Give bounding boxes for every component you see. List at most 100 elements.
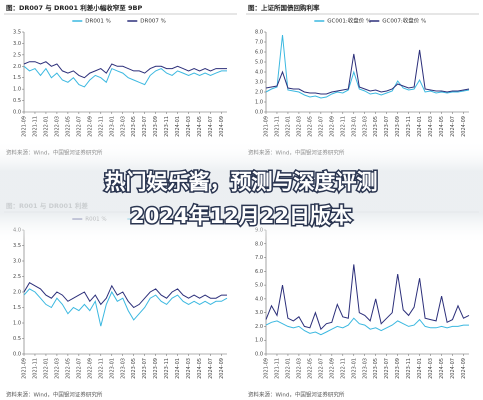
legend-label: GC007:收盘价 %	[382, 17, 426, 25]
chart-title: 图：DR007 与 DR001 利差小幅收窄至 9BP	[6, 3, 142, 12]
series-line	[23, 288, 228, 327]
x-tick-label: 2024-09	[219, 116, 225, 137]
x-tick-label: 2024-03	[186, 116, 192, 137]
x-tick-label: 2022-07	[76, 358, 82, 379]
y-tick-label: 8.0	[255, 30, 263, 36]
x-tick-label: 2021-11	[274, 116, 280, 137]
x-tick-label: 2022-05	[307, 358, 313, 379]
x-tick-label: 2022-09	[87, 116, 93, 137]
x-tick-label: 2024-09	[461, 116, 467, 137]
x-tick-label: 2021-09	[22, 116, 28, 137]
x-tick-label: 2022-05	[307, 116, 313, 137]
x-tick-label: 2023-01	[351, 116, 357, 137]
series-line	[23, 65, 227, 88]
x-tick-label: 2024-05	[197, 358, 203, 379]
x-tick-label: 2022-09	[329, 358, 335, 379]
x-tick-label: 2023-09	[153, 358, 159, 379]
legend-label: GC001:收盘价 %	[327, 17, 371, 25]
x-tick-label: 2022-07	[318, 358, 324, 379]
series-line	[265, 317, 469, 336]
y-tick-label: 1.5	[13, 305, 21, 311]
source-note: 资料来源：Wind，中国银河证券研究所	[6, 391, 103, 399]
x-tick-label: 2023-01	[351, 358, 357, 379]
x-tick-label: 2023-05	[131, 358, 137, 379]
x-tick-label: 2024-07	[450, 116, 456, 137]
y-tick-label: 5.0	[255, 283, 263, 289]
x-tick-label: 2024-07	[450, 358, 456, 379]
y-tick-label: 3.0	[255, 80, 263, 86]
y-tick-label: 4.0	[255, 296, 263, 302]
x-tick-label: 2022-11	[340, 116, 346, 137]
x-tick-label: 2024-03	[428, 116, 434, 137]
y-tick-label: 0.0	[13, 352, 21, 358]
x-tick-label: 2022-01	[285, 358, 291, 379]
y-tick-label: 0.0	[255, 352, 263, 358]
x-tick-label: 2021-11	[32, 116, 38, 137]
y-tick-label: 0.0	[255, 110, 263, 116]
y-tick-label: 3.0	[13, 41, 21, 47]
y-tick-label: 1.0	[255, 100, 263, 106]
y-tick-label: 3.0	[255, 310, 263, 316]
x-tick-label: 2021-11	[274, 358, 280, 379]
x-tick-label: 2024-01	[175, 116, 181, 137]
legend-label: DR007 %	[140, 19, 166, 25]
y-tick-label: 0.5	[13, 98, 21, 104]
x-tick-label: 2024-03	[428, 358, 434, 379]
x-tick-label: 2023-11	[164, 358, 170, 379]
x-tick-label: 2023-09	[153, 116, 159, 137]
series-line	[265, 264, 470, 331]
y-tick-label: 2.0	[255, 324, 263, 330]
x-tick-label: 2022-07	[76, 116, 82, 137]
y-tick-label: 6.0	[255, 50, 263, 56]
x-tick-label: 2023-01	[109, 116, 115, 137]
x-tick-label: 2023-05	[373, 358, 379, 379]
x-tick-label: 2024-03	[186, 358, 192, 379]
series-line	[265, 49, 470, 95]
legend-label: DR001 %	[85, 19, 111, 25]
x-tick-label: 2024-01	[417, 116, 423, 137]
x-tick-label: 2023-07	[142, 116, 148, 137]
x-tick-label: 2023-03	[362, 116, 368, 137]
x-tick-label: 2023-11	[164, 116, 170, 137]
y-tick-label: 2.0	[13, 290, 21, 296]
x-tick-label: 2023-03	[120, 116, 126, 137]
x-tick-label: 2022-03	[54, 116, 60, 137]
x-tick-label: 2024-05	[439, 358, 445, 379]
x-tick-label: 2023-11	[406, 358, 412, 379]
banner-title: 热门娱乐酱，预测与深度评测	[105, 170, 378, 194]
x-tick-label: 2022-03	[54, 358, 60, 379]
x-tick-label: 2022-01	[43, 358, 49, 379]
x-tick-label: 2023-09	[395, 116, 401, 137]
x-tick-label: 2024-01	[175, 358, 181, 379]
y-tick-label: 1.0	[13, 87, 21, 93]
x-tick-label: 2023-01	[109, 358, 115, 379]
y-tick-label: 7.0	[255, 40, 263, 46]
x-tick-label: 2024-05	[439, 116, 445, 137]
x-tick-label: 2022-11	[340, 358, 346, 379]
x-tick-label: 2022-07	[318, 116, 324, 137]
y-tick-label: 0.5	[13, 336, 21, 342]
x-tick-label: 2023-11	[406, 116, 412, 137]
x-tick-label: 2021-09	[264, 358, 270, 379]
banner-backdrop	[0, 140, 483, 245]
x-tick-label: 2024-09	[219, 358, 225, 379]
y-tick-label: 2.0	[13, 64, 21, 70]
x-tick-label: 2022-01	[285, 116, 291, 137]
x-tick-label: 2021-11	[32, 358, 38, 379]
x-tick-label: 2023-05	[373, 116, 379, 137]
x-tick-label: 2023-09	[395, 358, 401, 379]
y-tick-label: 0.0	[13, 110, 21, 116]
y-tick-label: 3.0	[13, 259, 21, 265]
x-tick-label: 2022-09	[87, 358, 93, 379]
x-tick-label: 2023-03	[120, 358, 126, 379]
series-line	[23, 282, 227, 309]
banner-subtitle: 2024年12月22日版本	[130, 204, 352, 228]
y-tick-label: 2.5	[13, 52, 21, 58]
source-note: 资料来源：Wind，中国银河证券研究所	[248, 391, 345, 399]
x-tick-label: 2022-03	[296, 116, 302, 137]
y-tick-label: 7.0	[255, 255, 263, 261]
y-tick-label: 4.0	[255, 70, 263, 76]
x-tick-label: 2024-01	[417, 358, 423, 379]
y-tick-label: 2.5	[13, 274, 21, 280]
